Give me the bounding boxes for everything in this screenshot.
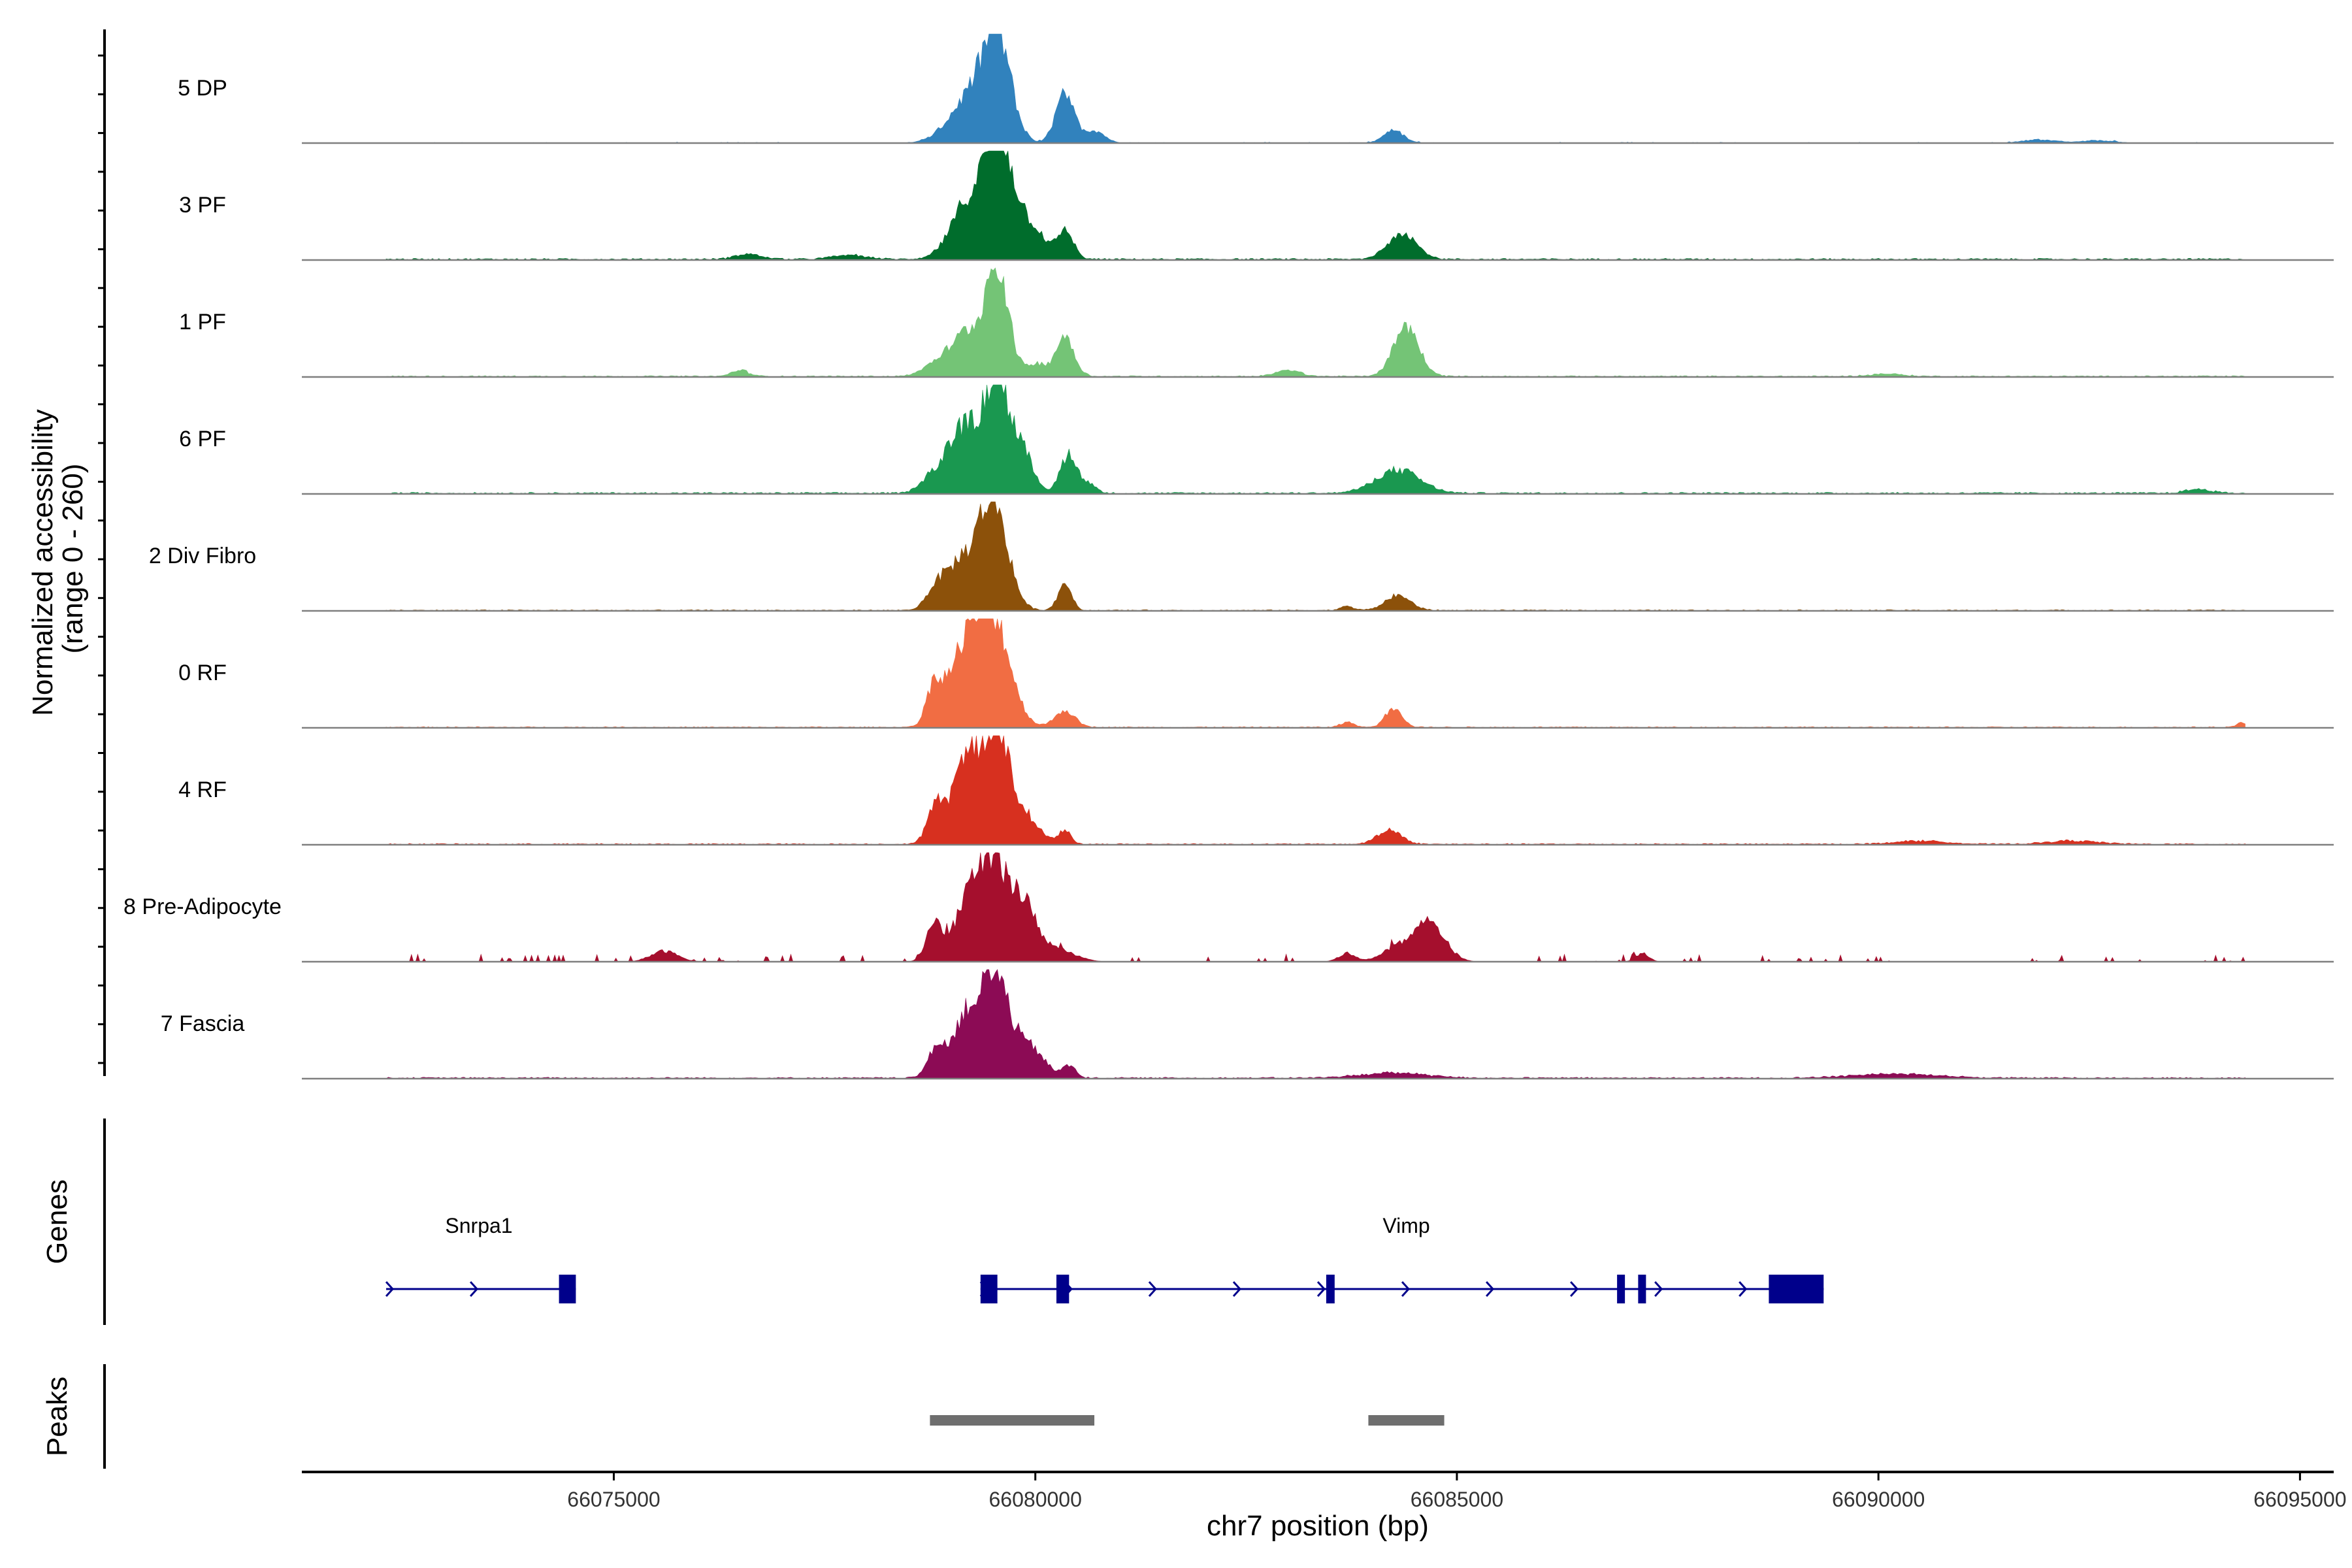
exon [559,1275,576,1303]
genes-panel-title: Genes [41,1179,73,1264]
exon [1769,1275,1824,1303]
genes-panel: Genes Snrpa1 Vimp [41,1119,1824,1325]
coverage-area [385,618,2246,728]
track-3-pf: 3 PF [179,150,2334,261]
strand-arrow [385,1281,395,1298]
track-label: 4 RF [178,777,227,802]
track-8-pre-adipocyte: 8 Pre-Adipocyte [123,852,2334,963]
x-tick-label: 66075000 [567,1488,660,1511]
peak-bar [930,1415,1095,1426]
strand-arrow [1485,1281,1495,1298]
strand-arrow [1570,1281,1579,1298]
track-label: 1 PF [179,310,226,335]
coverage-area [386,33,2246,144]
strand-arrow [469,1281,479,1298]
y-axis-title: Normalized accessibility (range 0 - 260) [27,401,89,716]
coverage-area [386,852,2246,962]
y-axis-title-line-1: Normalized accessibility [27,409,59,715]
peaks-panel: Peaks [41,1364,1445,1469]
y-axis [98,29,106,1076]
strand-arrow [1232,1281,1241,1298]
strand-arrow [1148,1281,1157,1298]
track-1-pf: 1 PF [179,267,2334,378]
track-label: 2 Div Fibro [149,544,256,568]
track-label: 7 Fascia [161,1011,245,1036]
y-axis-title-line-2: (range 0 - 260) [57,463,89,653]
exon [1056,1275,1070,1303]
strand-arrow [1739,1281,1748,1298]
track-label: 8 Pre-Adipocyte [123,894,282,919]
track-4-rf: 4 RF [178,735,2334,846]
gene-label: Vimp [1382,1214,1429,1237]
coverage-area [385,969,2246,1079]
x-tick-label: 66080000 [989,1488,1082,1511]
track-label: 6 PF [179,427,226,451]
coverage-area [385,267,2246,378]
exon [980,1275,998,1303]
coverage-area [385,735,2246,845]
track-6-pf: 6 PF [179,384,2334,495]
x-tick-label: 66085000 [1411,1488,1503,1511]
track-label: 5 DP [178,76,227,101]
track-label: 3 PF [179,193,226,218]
gene-snrpa1: Snrpa1 [385,1214,576,1303]
track-2-div-fibro: 2 Div Fibro [149,501,2334,612]
exon [1617,1275,1625,1303]
track-0-rf: 0 RF [178,618,2334,729]
x-axis: 66075000 66080000 66085000 66090000 66095000… [302,1471,2347,1542]
strand-arrow [1654,1281,1663,1298]
accessibility-tracks: 5 DP 3 PF 1 PF 6 PF 2 Div Fibro 0 RF 4 RF 8 Pre… [123,33,2334,1080]
track-5-dp: 5 DP [178,33,2334,144]
peaks-panel-title: Peaks [41,1377,73,1456]
coverage-area [385,501,2246,612]
exon [1326,1275,1335,1303]
gene-vimp: Vimp [979,1214,1824,1303]
coverage-area [385,150,2246,261]
gene-label: Snrpa1 [445,1214,512,1237]
x-tick-label: 66095000 [2253,1488,2346,1511]
track-label: 0 RF [178,661,227,685]
peak-bar [1368,1415,1445,1426]
strand-arrow [1316,1281,1326,1298]
exon [1638,1275,1646,1303]
coverage-area [385,384,2246,495]
x-axis-title: chr7 position (bp) [1207,1510,1429,1542]
x-tick-label: 66090000 [1832,1488,1925,1511]
strand-arrow [1401,1281,1411,1298]
track-7-fascia: 7 Fascia [161,969,2334,1080]
